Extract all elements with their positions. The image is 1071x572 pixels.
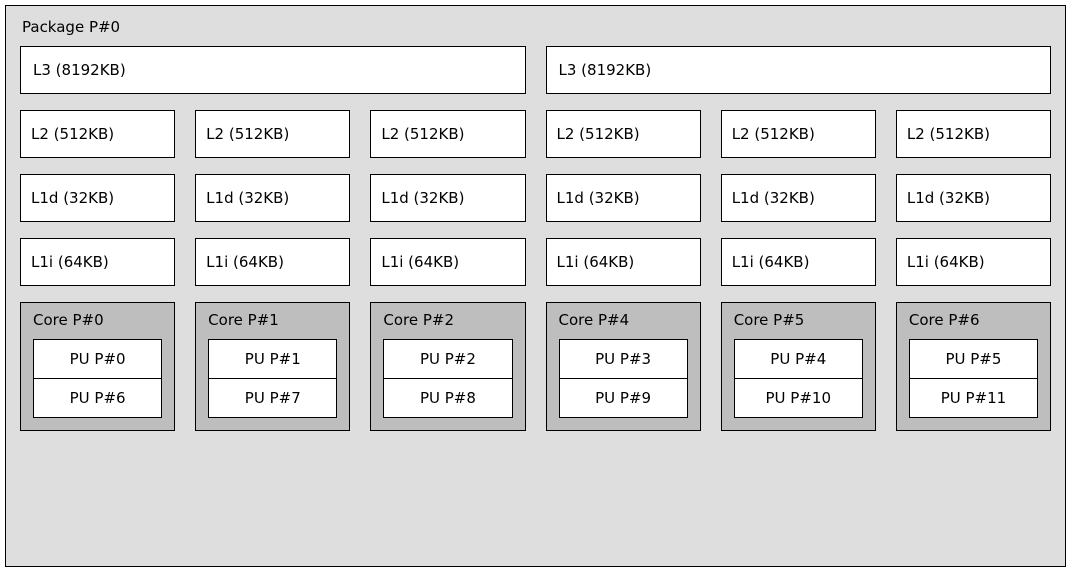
l2-cache: L2 (512KB) <box>546 110 701 158</box>
l3-cache: L3 (8192KB) <box>20 46 526 94</box>
processing-unit: PU P#9 <box>559 379 688 418</box>
processing-unit: PU P#0 <box>33 339 162 379</box>
l1i-cache: L1i (64KB) <box>195 238 350 286</box>
processing-unit: PU P#10 <box>734 379 863 418</box>
core-label: Core P#0 <box>33 311 162 329</box>
core-label: Core P#2 <box>383 311 512 329</box>
l2-cache: L2 (512KB) <box>721 110 876 158</box>
l1i-cache: L1i (64KB) <box>20 238 175 286</box>
pu-stack: PU P#2 PU P#8 <box>383 339 512 418</box>
l3-cache: L3 (8192KB) <box>546 46 1052 94</box>
l2-cache: L2 (512KB) <box>20 110 175 158</box>
l1i-cache: L1i (64KB) <box>370 238 525 286</box>
pu-stack: PU P#4 PU P#10 <box>734 339 863 418</box>
core-box: Core P#5 PU P#4 PU P#10 <box>721 302 876 431</box>
l1i-cache: L1i (64KB) <box>896 238 1051 286</box>
l1d-cache: L1d (32KB) <box>546 174 701 222</box>
core-box: Core P#6 PU P#5 PU P#11 <box>896 302 1051 431</box>
pu-stack: PU P#1 PU P#7 <box>208 339 337 418</box>
l1i-cache: L1i (64KB) <box>721 238 876 286</box>
processing-unit: PU P#1 <box>208 339 337 379</box>
processing-unit: PU P#6 <box>33 379 162 418</box>
package-label: Package P#0 <box>22 18 1051 36</box>
l2-cache: L2 (512KB) <box>195 110 350 158</box>
l1d-cache: L1d (32KB) <box>896 174 1051 222</box>
core-box: Core P#1 PU P#1 PU P#7 <box>195 302 350 431</box>
package-box: Package P#0 L3 (8192KB) L3 (8192KB) L2 (… <box>5 5 1066 567</box>
l2-cache: L2 (512KB) <box>370 110 525 158</box>
l2-row: L2 (512KB) L2 (512KB) L2 (512KB) L2 (512… <box>20 110 1051 158</box>
core-box: Core P#4 PU P#3 PU P#9 <box>546 302 701 431</box>
processing-unit: PU P#3 <box>559 339 688 379</box>
processing-unit: PU P#7 <box>208 379 337 418</box>
l1d-row: L1d (32KB) L1d (32KB) L1d (32KB) L1d (32… <box>20 174 1051 222</box>
cores-row: Core P#0 PU P#0 PU P#6 Core P#1 PU P#1 P… <box>20 302 1051 431</box>
core-label: Core P#5 <box>734 311 863 329</box>
topology-canvas: Package P#0 L3 (8192KB) L3 (8192KB) L2 (… <box>0 0 1071 572</box>
core-box: Core P#0 PU P#0 PU P#6 <box>20 302 175 431</box>
l1i-row: L1i (64KB) L1i (64KB) L1i (64KB) L1i (64… <box>20 238 1051 286</box>
pu-stack: PU P#0 PU P#6 <box>33 339 162 418</box>
core-label: Core P#6 <box>909 311 1038 329</box>
l2-cache: L2 (512KB) <box>896 110 1051 158</box>
processing-unit: PU P#5 <box>909 339 1038 379</box>
l1i-cache: L1i (64KB) <box>546 238 701 286</box>
processing-unit: PU P#4 <box>734 339 863 379</box>
pu-stack: PU P#3 PU P#9 <box>559 339 688 418</box>
l1d-cache: L1d (32KB) <box>721 174 876 222</box>
core-box: Core P#2 PU P#2 PU P#8 <box>370 302 525 431</box>
l1d-cache: L1d (32KB) <box>195 174 350 222</box>
pu-stack: PU P#5 PU P#11 <box>909 339 1038 418</box>
processing-unit: PU P#8 <box>383 379 512 418</box>
core-label: Core P#4 <box>559 311 688 329</box>
processing-unit: PU P#11 <box>909 379 1038 418</box>
l1d-cache: L1d (32KB) <box>370 174 525 222</box>
l1d-cache: L1d (32KB) <box>20 174 175 222</box>
processing-unit: PU P#2 <box>383 339 512 379</box>
l3-row: L3 (8192KB) L3 (8192KB) <box>20 46 1051 110</box>
core-label: Core P#1 <box>208 311 337 329</box>
